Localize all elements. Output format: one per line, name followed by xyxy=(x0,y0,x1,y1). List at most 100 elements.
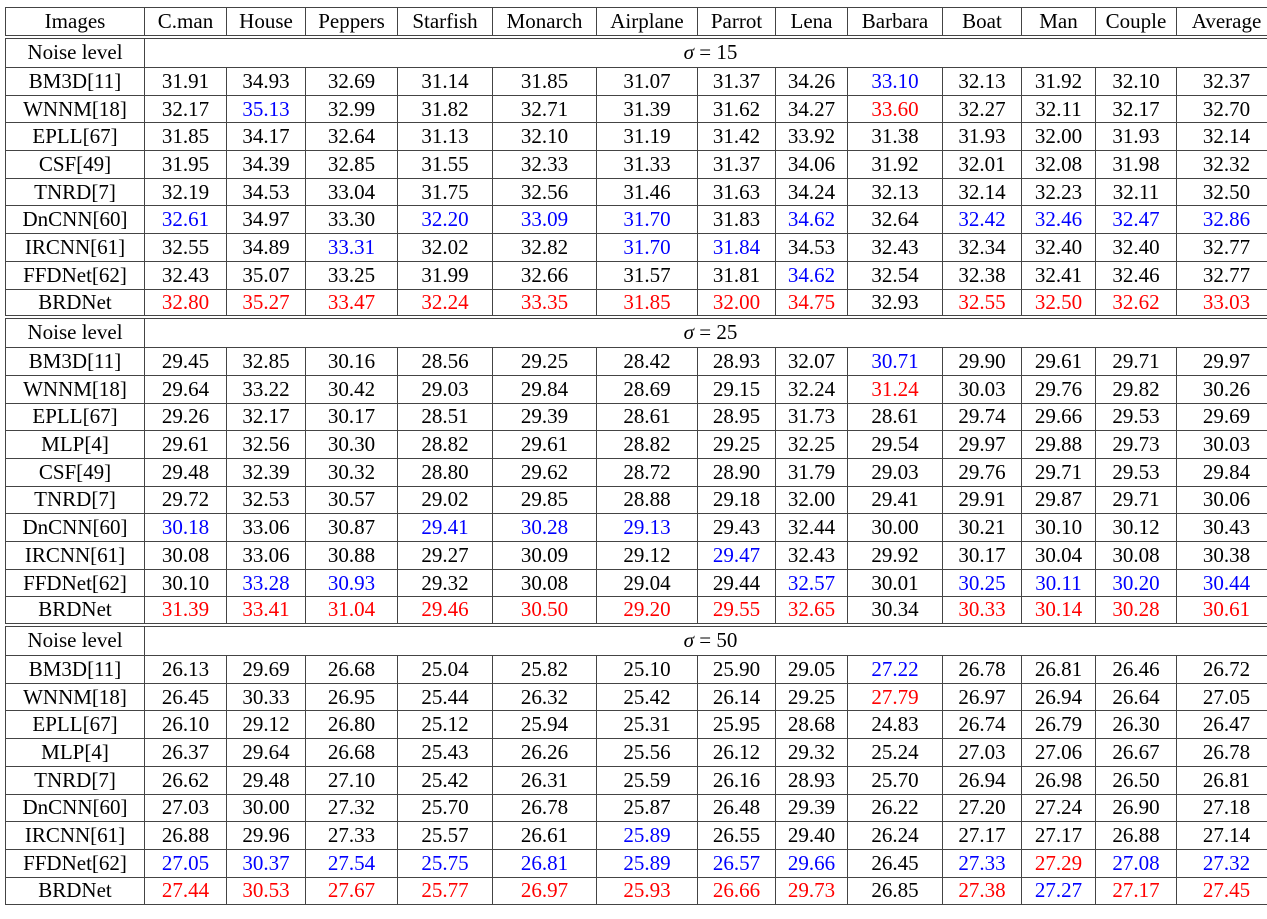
value-cell-lena: 34.75 xyxy=(775,288,848,318)
value-cell-boat: 29.74 xyxy=(942,402,1022,432)
value-cell-average: 27.45 xyxy=(1176,876,1267,906)
noise-level-row: Noise level σ = 15 xyxy=(5,34,1267,68)
value-cell-peppers: 27.33 xyxy=(305,821,398,850)
value-cell-monarch: 30.09 xyxy=(492,541,597,570)
value-cell-couple: 29.53 xyxy=(1095,457,1177,487)
method-name-cell: FFDNet[62] xyxy=(5,848,145,878)
value-cell-monarch: 33.09 xyxy=(492,205,597,235)
value-cell-airplane: 25.59 xyxy=(596,765,698,795)
value-cell-house: 30.33 xyxy=(226,682,306,712)
value-cell-house: 33.06 xyxy=(226,541,306,570)
value-cell-couple: 26.50 xyxy=(1095,765,1177,795)
column-header-couple: Couple xyxy=(1095,7,1177,37)
table-row: IRCNN[61] 32.55 34.89 33.31 32.02 32.82 31.70 3… xyxy=(5,233,1267,262)
value-cell-house: 34.53 xyxy=(226,177,306,207)
value-cell-parrot: 28.93 xyxy=(697,347,776,376)
value-cell-man: 29.61 xyxy=(1021,347,1096,376)
value-cell-peppers: 27.54 xyxy=(305,848,398,878)
value-cell-man: 29.66 xyxy=(1021,402,1096,432)
value-cell-lena: 34.06 xyxy=(775,150,848,179)
value-cell-lena: 29.25 xyxy=(775,682,848,712)
value-cell-man: 32.11 xyxy=(1021,94,1096,124)
value-cell-airplane: 25.93 xyxy=(596,876,698,906)
value-cell-barbara: 29.41 xyxy=(847,485,943,515)
value-cell-couple: 27.17 xyxy=(1095,876,1177,906)
value-cell-house: 35.07 xyxy=(226,260,306,290)
value-cell-starfish: 29.03 xyxy=(397,374,493,404)
value-cell-airplane: 25.42 xyxy=(596,682,698,712)
value-cell-lena: 34.27 xyxy=(775,94,848,124)
value-cell-starfish: 31.13 xyxy=(397,122,493,152)
value-cell-parrot: 26.12 xyxy=(697,738,776,767)
table-row: BRDNet 31.39 33.41 31.04 29.46 30.50 29.20 29.5… xyxy=(5,596,1267,626)
value-cell-airplane: 29.12 xyxy=(596,541,698,570)
value-cell-parrot: 29.47 xyxy=(697,541,776,570)
method-name-cell: FFDNet[62] xyxy=(5,260,145,290)
value-cell-couple: 32.17 xyxy=(1095,94,1177,124)
value-cell-lena: 34.24 xyxy=(775,177,848,207)
value-cell-boat: 27.38 xyxy=(942,876,1022,906)
value-cell-average: 30.43 xyxy=(1176,513,1267,542)
value-cell-monarch: 33.35 xyxy=(492,288,597,318)
value-cell-boat: 27.33 xyxy=(942,848,1022,878)
value-cell-couple: 26.46 xyxy=(1095,655,1177,684)
value-cell-boat: 30.17 xyxy=(942,541,1022,570)
value-cell-man: 26.81 xyxy=(1021,655,1096,684)
value-cell-couple: 32.47 xyxy=(1095,205,1177,235)
value-cell-boat: 32.27 xyxy=(942,94,1022,124)
value-cell-barbara: 32.64 xyxy=(847,205,943,235)
value-cell-barbara: 33.10 xyxy=(847,67,943,96)
table-row: MLP[4] 29.61 32.56 30.30 28.82 29.61 28.82 29.2… xyxy=(5,430,1267,459)
value-cell-parrot: 31.63 xyxy=(697,177,776,207)
value-cell-average: 32.70 xyxy=(1176,94,1267,124)
value-cell-parrot: 26.48 xyxy=(697,793,776,823)
value-cell-monarch: 31.85 xyxy=(492,67,597,96)
value-cell-parrot: 25.95 xyxy=(697,710,776,740)
value-cell-parrot: 29.44 xyxy=(697,568,776,598)
value-cell-man: 32.23 xyxy=(1021,177,1096,207)
value-cell-peppers: 26.68 xyxy=(305,655,398,684)
method-name-cell: TNRD[7] xyxy=(5,177,145,207)
value-cell-parrot: 26.66 xyxy=(697,876,776,906)
value-cell-man: 26.94 xyxy=(1021,682,1096,712)
value-cell-peppers: 26.68 xyxy=(305,738,398,767)
value-cell-couple: 30.28 xyxy=(1095,596,1177,626)
value-cell-boat: 26.78 xyxy=(942,655,1022,684)
value-cell-peppers: 27.10 xyxy=(305,765,398,795)
value-cell-man: 30.14 xyxy=(1021,596,1096,626)
value-cell-peppers: 33.30 xyxy=(305,205,398,235)
value-cell-starfish: 32.24 xyxy=(397,288,493,318)
value-cell-monarch: 32.66 xyxy=(492,260,597,290)
value-cell-average: 30.06 xyxy=(1176,485,1267,515)
column-header-barbara: Barbara xyxy=(847,7,943,37)
value-cell-boat: 32.42 xyxy=(942,205,1022,235)
value-cell-barbara: 33.60 xyxy=(847,94,943,124)
value-cell-starfish: 31.75 xyxy=(397,177,493,207)
value-cell-peppers: 30.30 xyxy=(305,430,398,459)
value-cell-starfish: 29.02 xyxy=(397,485,493,515)
value-cell-boat: 32.38 xyxy=(942,260,1022,290)
column-header-house: House xyxy=(226,7,306,37)
value-cell-lena: 29.40 xyxy=(775,821,848,850)
value-cell-barbara: 26.45 xyxy=(847,848,943,878)
value-cell-c-man: 29.45 xyxy=(144,347,227,376)
value-cell-house: 35.13 xyxy=(226,94,306,124)
value-cell-barbara: 25.70 xyxy=(847,765,943,795)
results-table-body: Noise level σ = 15 BM3D[11] 31.91 34.93 32.69… xyxy=(5,34,1267,906)
value-cell-boat: 29.90 xyxy=(942,347,1022,376)
value-cell-starfish: 29.27 xyxy=(397,541,493,570)
value-cell-couple: 32.11 xyxy=(1095,177,1177,207)
value-cell-peppers: 32.99 xyxy=(305,94,398,124)
table-row: EPLL[67] 29.26 32.17 30.17 28.51 29.39 28.61 28… xyxy=(5,402,1267,432)
value-cell-peppers: 26.80 xyxy=(305,710,398,740)
value-cell-parrot: 28.90 xyxy=(697,457,776,487)
value-cell-c-man: 26.45 xyxy=(144,682,227,712)
value-cell-c-man: 29.72 xyxy=(144,485,227,515)
value-cell-man: 26.79 xyxy=(1021,710,1096,740)
column-header-lena: Lena xyxy=(775,7,848,37)
table-row: WNNM[18] 26.45 30.33 26.95 25.44 26.32 25.42 26… xyxy=(5,682,1267,712)
method-name-cell: CSF[49] xyxy=(5,457,145,487)
noise-level-row: Noise level σ = 50 xyxy=(5,622,1267,657)
value-cell-couple: 29.53 xyxy=(1095,402,1177,432)
value-cell-c-man: 32.43 xyxy=(144,260,227,290)
